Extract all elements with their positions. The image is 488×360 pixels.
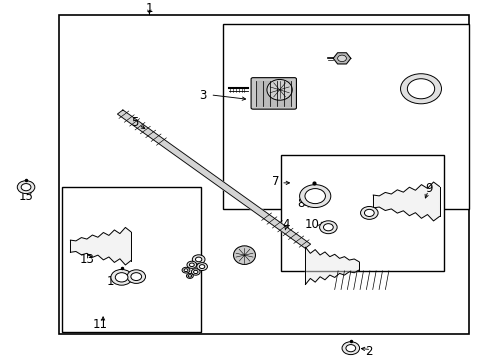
Text: 1: 1 <box>145 3 153 15</box>
Text: 3: 3 <box>199 89 206 102</box>
Text: 14: 14 <box>106 275 121 288</box>
Circle shape <box>360 207 377 219</box>
Text: 4: 4 <box>282 218 289 231</box>
Circle shape <box>115 273 128 282</box>
Bar <box>59 15 468 334</box>
Text: 6: 6 <box>423 78 430 91</box>
Circle shape <box>195 257 202 262</box>
Circle shape <box>299 185 330 208</box>
Circle shape <box>21 184 31 191</box>
Text: 15: 15 <box>19 190 33 203</box>
Polygon shape <box>305 247 358 284</box>
Circle shape <box>191 269 200 275</box>
Circle shape <box>127 270 145 283</box>
Circle shape <box>400 74 441 104</box>
Circle shape <box>199 265 204 269</box>
Text: 7: 7 <box>272 175 279 188</box>
Text: 13: 13 <box>80 253 95 266</box>
Polygon shape <box>70 228 131 265</box>
Circle shape <box>196 263 207 270</box>
Circle shape <box>319 221 336 234</box>
Polygon shape <box>264 81 269 106</box>
Text: 11: 11 <box>93 318 108 332</box>
Circle shape <box>186 261 196 268</box>
Text: 8: 8 <box>296 197 304 210</box>
Polygon shape <box>372 182 439 221</box>
Circle shape <box>131 273 142 280</box>
Circle shape <box>182 267 189 273</box>
Circle shape <box>345 345 355 352</box>
Ellipse shape <box>233 246 255 265</box>
Circle shape <box>364 210 373 216</box>
Circle shape <box>186 273 193 278</box>
Circle shape <box>189 263 194 267</box>
Circle shape <box>183 269 187 271</box>
Circle shape <box>407 79 434 99</box>
Bar <box>222 24 468 209</box>
Circle shape <box>305 189 325 204</box>
Circle shape <box>188 275 191 277</box>
Text: 12: 12 <box>123 271 139 284</box>
Bar <box>281 155 444 271</box>
Polygon shape <box>332 53 350 64</box>
Polygon shape <box>270 81 276 106</box>
Circle shape <box>341 342 359 355</box>
Polygon shape <box>278 81 283 106</box>
Circle shape <box>111 269 132 285</box>
Circle shape <box>337 55 346 62</box>
Polygon shape <box>257 81 262 106</box>
Text: 10: 10 <box>304 218 319 231</box>
Circle shape <box>323 224 332 231</box>
Polygon shape <box>285 81 290 106</box>
Bar <box>61 187 200 332</box>
Circle shape <box>192 255 204 264</box>
Circle shape <box>193 270 198 274</box>
Text: 9: 9 <box>424 183 432 195</box>
Polygon shape <box>117 110 310 248</box>
Ellipse shape <box>266 80 292 100</box>
Text: 5: 5 <box>131 116 138 129</box>
FancyBboxPatch shape <box>250 78 296 109</box>
Text: 2: 2 <box>365 345 372 357</box>
Circle shape <box>17 181 35 194</box>
